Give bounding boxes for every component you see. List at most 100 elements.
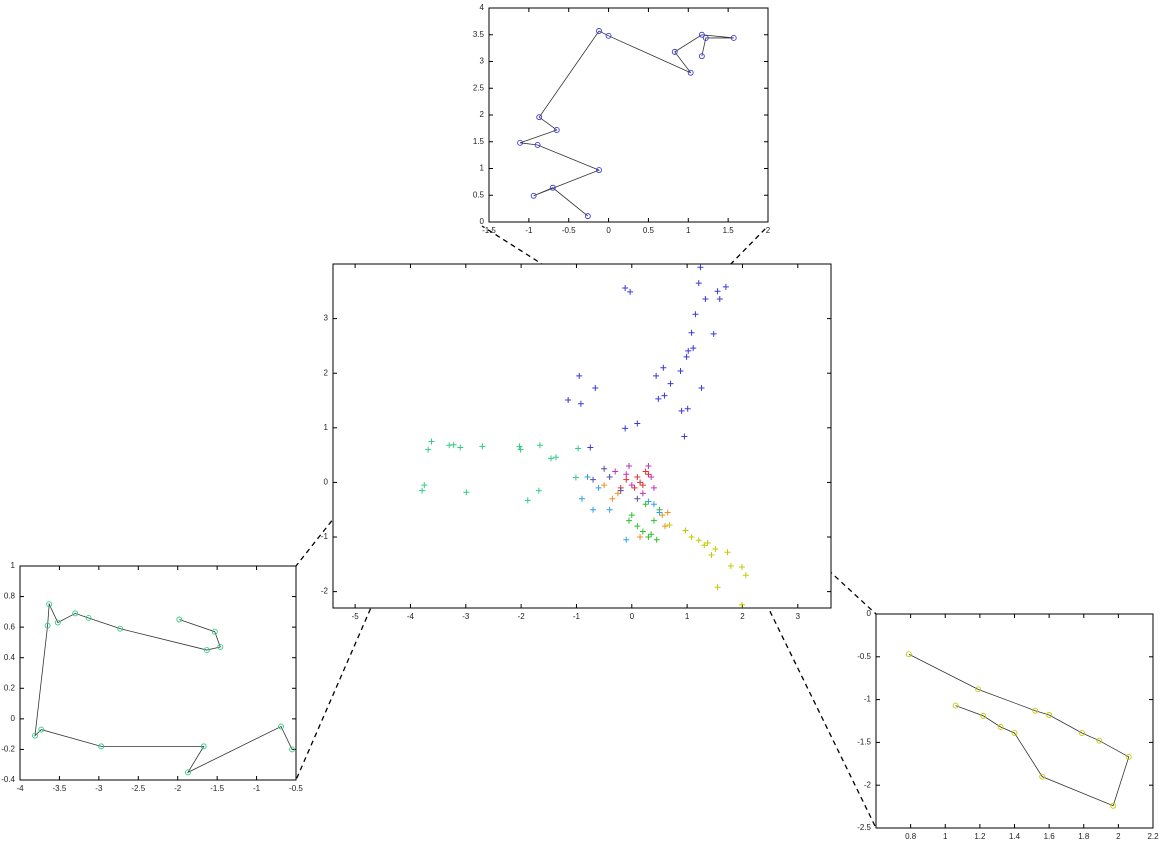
point [524,497,531,504]
point [645,471,652,478]
point [623,536,630,543]
marker [905,651,912,658]
y-tick-label: -2 [864,780,872,789]
marker [1079,730,1085,736]
point [688,329,695,336]
x-tick-label: 2.2 [1147,832,1159,841]
y-tick-label: -1.5 [857,738,871,747]
point [742,572,749,579]
point [716,295,723,302]
point [724,549,731,556]
point [479,443,486,450]
point [584,473,591,480]
x-tick-label: -1 [573,612,581,621]
marker [1039,773,1046,780]
y-tick-label: 2 [480,110,485,119]
point [634,523,641,530]
y-tick-label: 3 [324,314,329,323]
point [710,330,717,337]
marker [530,192,537,199]
y-tick-label: 0 [480,217,485,226]
y-tick-label: 0 [11,714,16,723]
marker [730,35,737,41]
point [642,468,649,475]
x-tick-label: -0.5 [289,784,303,793]
x-tick-label: -1 [253,784,261,793]
point [548,455,555,462]
x-tick-label: -2 [174,784,182,793]
x-tick-label: -5 [352,612,360,621]
zoom-connector [761,508,877,615]
point [450,441,457,448]
marker [975,686,982,693]
x-tick-label: 2 [1116,832,1121,841]
point [614,490,621,497]
point [622,285,629,292]
point [648,473,655,480]
x-tick-label: 2 [740,612,745,621]
marker [98,743,105,750]
marker [687,69,694,76]
point [626,517,633,524]
point [634,495,641,502]
x-tick-label: -3 [462,612,470,621]
point [639,528,646,535]
plot-area [488,7,769,223]
point [606,473,613,480]
x-tick-label: 0.5 [643,226,655,235]
point [535,487,542,494]
marker [671,48,678,55]
point [639,482,646,489]
point [690,345,697,352]
point [457,444,464,451]
y-tick-label: 0.5 [473,190,485,199]
point [650,484,657,491]
marker [605,32,612,39]
marker [185,769,191,776]
point [685,347,692,354]
x-tick-label: -1 [525,226,533,235]
marker [698,53,705,60]
point [682,527,689,534]
x-tick-label: -4 [16,784,24,793]
point [463,489,470,496]
point [653,536,660,543]
x-tick-label: 2 [766,226,771,235]
y-tick-label: 0 [867,609,872,618]
marker [54,619,61,626]
point [631,484,638,491]
y-tick-label: -2 [321,587,329,596]
marker [517,139,524,146]
y-tick-label: 0 [324,478,329,487]
line [34,602,293,774]
point [606,506,613,513]
x-tick-label: 0 [630,612,635,621]
point [688,534,695,541]
y-tick-label: 4 [480,3,485,12]
zoom-connector [761,594,877,829]
marker [980,712,987,719]
point [645,498,652,505]
point [695,280,702,287]
point [714,584,721,591]
point [727,562,734,569]
point [516,443,523,450]
point [702,295,709,302]
point [425,446,432,453]
x-tick-label: -2 [518,612,526,621]
point [622,425,629,432]
point [572,474,579,481]
marker [702,35,709,41]
point [634,420,641,427]
point [677,368,684,375]
point [428,438,435,445]
point [650,501,657,508]
point [446,442,453,449]
point [642,501,649,508]
point [592,384,599,391]
point [627,288,634,295]
y-tick-label: 3.5 [473,30,485,39]
marker [278,723,284,730]
marker [117,625,124,632]
point [590,506,597,513]
